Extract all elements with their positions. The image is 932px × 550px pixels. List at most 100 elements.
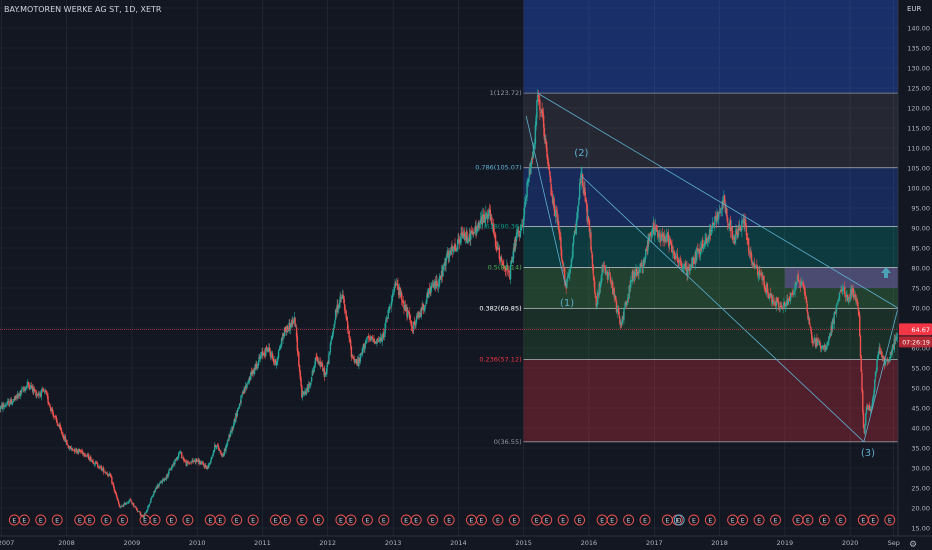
candle-body [214, 444, 217, 447]
candle-body [6, 401, 9, 405]
candle-body [752, 261, 754, 266]
candle-body [548, 166, 550, 170]
candlestick-series [0, 89, 898, 519]
candle-body [399, 287, 401, 297]
candle-body [261, 351, 263, 355]
candle-body [247, 381, 250, 383]
candle-body [434, 282, 437, 289]
price-axis[interactable]: 15.00 20.00 25.00 30.00 35.00 40.00 45.00 50.00… [897, 0, 932, 550]
candle-body [139, 512, 142, 516]
candle-body [690, 265, 692, 266]
earnings-marker-label: E [143, 517, 147, 524]
candle-body [545, 139, 547, 142]
candle-body [165, 478, 167, 480]
candle-body [572, 243, 574, 258]
earnings-marker-label: E [675, 517, 679, 524]
earnings-marker [818, 514, 830, 526]
candle-body [345, 310, 347, 318]
candle-body [408, 311, 410, 315]
fib-zone [523, 359, 898, 442]
candle-body [193, 460, 196, 462]
candle-body [453, 246, 455, 247]
candle-body [20, 390, 22, 393]
candle-body [250, 372, 252, 380]
candle-body [755, 266, 757, 267]
candle-body [643, 259, 645, 262]
earnings-marker-label: E [610, 517, 614, 524]
candle-body [489, 209, 492, 221]
candle-body [66, 444, 69, 446]
candle-body [48, 402, 50, 405]
candle-body [466, 231, 468, 242]
candle-body [634, 271, 636, 277]
earnings-marker [149, 514, 161, 526]
candle-body [349, 339, 352, 347]
earnings-marker-label: E [300, 517, 304, 524]
candle-body [762, 276, 765, 281]
candle-body [894, 338, 896, 341]
candle-body [371, 336, 374, 339]
candle-body [119, 506, 121, 508]
gear-icon[interactable]: ⚙ [909, 540, 918, 550]
earnings-marker-label: E [861, 517, 865, 524]
candle-body [115, 493, 118, 497]
candle-body [728, 223, 730, 226]
candle-body [486, 214, 489, 219]
candle-body [804, 288, 806, 297]
candle-body [279, 347, 281, 350]
candle-body [322, 366, 324, 372]
candle-body [806, 303, 808, 312]
candle-body [297, 351, 299, 353]
candle-body [294, 317, 296, 327]
time-tick-label: 2014 [450, 539, 467, 547]
candle-body [22, 388, 24, 390]
candle-body [800, 282, 802, 286]
candle-body [697, 248, 700, 252]
candle-body [217, 444, 219, 446]
candle-body [708, 237, 710, 239]
candle-body [467, 241, 469, 243]
candle-body [183, 458, 185, 461]
candle-body [865, 406, 868, 414]
candle-body [479, 219, 482, 224]
candle-body [18, 393, 20, 396]
candle-body [120, 505, 123, 507]
symbol-title[interactable]: BAY.MOTOREN WERKE AG ST, 1D, XETR [4, 5, 162, 14]
candle-body [671, 244, 673, 253]
candle-body [512, 247, 515, 259]
earnings-marker-label: E [496, 517, 500, 524]
candle-body [560, 249, 563, 260]
candle-body [653, 222, 655, 235]
candle-body [2, 404, 4, 410]
candle-body [424, 306, 426, 310]
candle-body [412, 330, 414, 331]
candle-body [807, 312, 809, 319]
price-tick-label: 75.00 [911, 285, 930, 293]
candle-body [429, 288, 431, 294]
earnings-marker-label: E [741, 517, 745, 524]
candle-body [235, 413, 237, 422]
candle-body [93, 463, 95, 465]
candle-body [642, 259, 645, 268]
candle-body [629, 286, 631, 288]
candle-body [476, 225, 479, 231]
candle-body [817, 340, 820, 342]
price-tick-label: 30.00 [911, 465, 930, 473]
candle-body [494, 233, 496, 236]
candle-body [580, 172, 582, 184]
candle-body [691, 257, 693, 268]
candle-body [349, 339, 351, 341]
time-axis[interactable]: 2007 2008 2009 2010 2011 2012 2013 2014 2015 2016… [0, 535, 932, 550]
candle-body [593, 281, 596, 293]
candle-body [274, 359, 276, 362]
candle-body [278, 350, 281, 352]
candle-body [232, 426, 234, 429]
candle-body [198, 459, 200, 464]
candle-body [406, 307, 408, 317]
candle-body [57, 425, 60, 427]
candle-body [729, 221, 731, 225]
candle-body [829, 334, 832, 336]
earnings-marker [312, 514, 324, 526]
